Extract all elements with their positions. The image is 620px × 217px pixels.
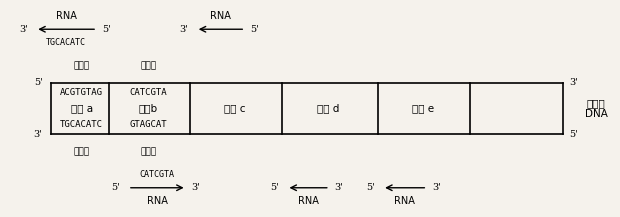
Text: GTAGCAT: GTAGCAT bbox=[130, 120, 167, 129]
Text: RNA: RNA bbox=[394, 196, 415, 206]
Text: RNA: RNA bbox=[56, 11, 77, 21]
Text: 基因b: 基因b bbox=[139, 104, 158, 113]
Text: 5': 5' bbox=[569, 130, 578, 139]
Text: 基因 e: 基因 e bbox=[412, 104, 434, 113]
Text: 5': 5' bbox=[112, 183, 120, 192]
Text: 编码链: 编码链 bbox=[74, 147, 90, 156]
Text: RNA: RNA bbox=[147, 196, 167, 206]
Text: 模板链: 模板链 bbox=[74, 61, 90, 70]
Text: 3': 3' bbox=[432, 183, 441, 192]
Text: 5': 5' bbox=[250, 25, 259, 34]
Text: 3': 3' bbox=[192, 183, 200, 192]
Text: 染色体
DNA: 染色体 DNA bbox=[585, 98, 608, 119]
Text: 基因 a: 基因 a bbox=[71, 104, 93, 113]
Text: 5': 5' bbox=[34, 78, 43, 87]
Text: ACGTGTAG: ACGTGTAG bbox=[60, 88, 103, 97]
Text: 5': 5' bbox=[366, 183, 375, 192]
Text: RNA: RNA bbox=[298, 196, 319, 206]
Text: 5': 5' bbox=[102, 25, 111, 34]
Text: 基因 c: 基因 c bbox=[224, 104, 246, 113]
Text: 编码链: 编码链 bbox=[140, 61, 156, 70]
Text: TGCACATC: TGCACATC bbox=[60, 120, 103, 129]
Text: CATCGTA: CATCGTA bbox=[130, 88, 167, 97]
Text: 3': 3' bbox=[179, 25, 188, 34]
Text: 3': 3' bbox=[335, 183, 343, 192]
Text: CATCGTA: CATCGTA bbox=[140, 170, 175, 179]
Text: 3': 3' bbox=[19, 25, 28, 34]
Text: 5': 5' bbox=[270, 183, 279, 192]
Text: 模板链: 模板链 bbox=[140, 147, 156, 156]
Text: 3': 3' bbox=[33, 130, 43, 139]
Text: 3': 3' bbox=[569, 78, 578, 87]
Text: 基因 d: 基因 d bbox=[317, 104, 340, 113]
Text: RNA: RNA bbox=[210, 11, 231, 21]
Text: TGCACATC: TGCACATC bbox=[46, 38, 86, 47]
